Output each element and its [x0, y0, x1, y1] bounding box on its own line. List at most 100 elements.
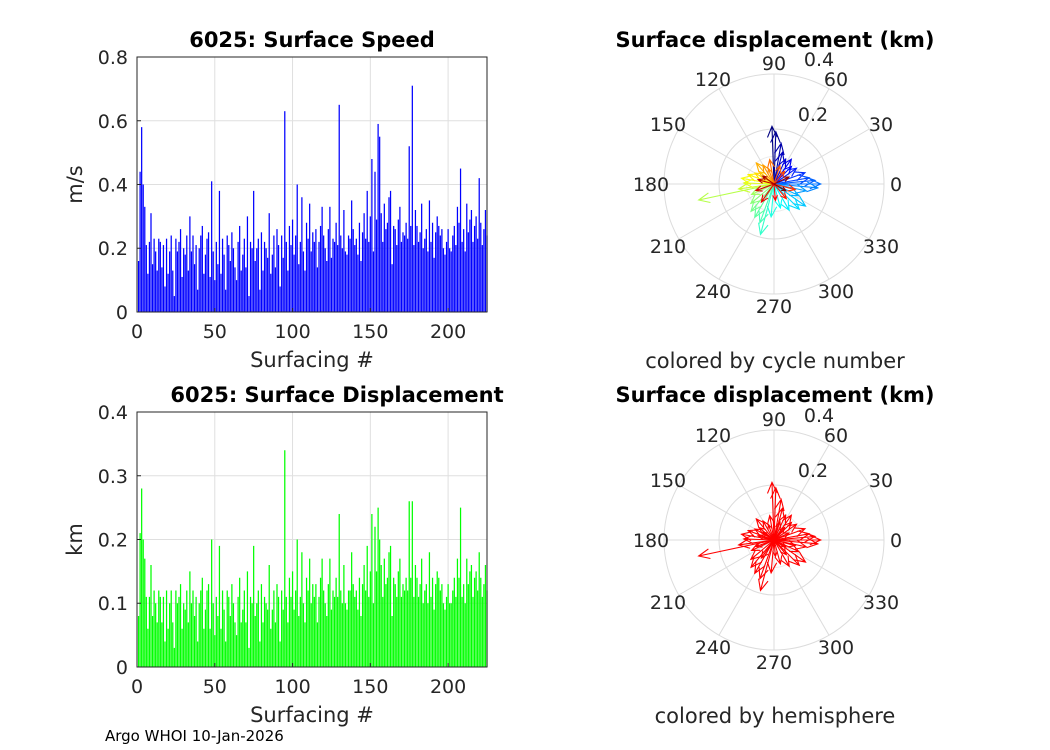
- speed-bar: [399, 206, 401, 312]
- polar-hemisphere-angle-label: 150: [650, 470, 686, 492]
- speed-bar: [422, 248, 424, 312]
- displacement-bar: [453, 577, 455, 667]
- displacement-bar: [315, 584, 317, 668]
- displacement-bar: [427, 603, 429, 667]
- speed-bar: [170, 235, 172, 312]
- displacement-bar: [442, 603, 445, 667]
- speed-bar: [340, 235, 342, 312]
- speed-bar: [169, 251, 171, 312]
- polar-cycle-vector-arrow: [766, 183, 778, 219]
- displacement-bar: [466, 558, 468, 668]
- displacement-bar: [282, 609, 284, 668]
- speed-bar: [433, 257, 435, 312]
- displacement-bar: [361, 584, 364, 668]
- displacement-bar: [176, 603, 179, 667]
- displacement-xtick-label: 0: [131, 676, 143, 698]
- displacement-bar: [187, 622, 189, 668]
- speed-bar: [186, 235, 188, 312]
- displacement-bar: [137, 616, 140, 667]
- displacement-bar: [256, 603, 258, 667]
- speed-bar: [344, 251, 347, 312]
- polar-cycle-vector-arrow: [737, 182, 775, 193]
- polar-hemisphere-vector-arrow: [754, 539, 775, 548]
- displacement-bar: [456, 558, 459, 668]
- speed-bar: [282, 257, 284, 312]
- speed-bar: [274, 267, 277, 313]
- speed-bar: [298, 264, 300, 312]
- speed-bar: [330, 257, 333, 312]
- speed-bar: [239, 225, 241, 312]
- speed-xtick-label: 200: [430, 321, 466, 343]
- polar-hemisphere-vector-arrow: [761, 531, 775, 541]
- speed-ytick-label: 0.6: [98, 111, 128, 133]
- speed-bar: [260, 232, 263, 312]
- polar-cycle-vector-arrow: [758, 183, 775, 225]
- speed-bar: [329, 206, 331, 312]
- speed-bar: [464, 251, 466, 312]
- speed-bar: [417, 241, 420, 313]
- displacement-bar: [333, 596, 336, 668]
- polar-cycle-vector-arrow: [773, 183, 797, 192]
- displacement-bar: [414, 565, 417, 667]
- speed-bar: [288, 225, 291, 312]
- speed-bar: [206, 238, 208, 312]
- displacement-bar: [326, 616, 328, 667]
- speed-bar: [155, 251, 157, 312]
- speed-bar: [312, 232, 314, 312]
- displacement-bar: [424, 590, 426, 667]
- speed-bar: [226, 235, 228, 312]
- speed-bar: [341, 248, 343, 312]
- speed-bar: [262, 270, 264, 312]
- speed-bar: [374, 171, 376, 312]
- polar-cycle-angle-label: 0: [890, 174, 902, 196]
- speed-bar: [377, 123, 379, 312]
- displacement-bar: [288, 577, 291, 667]
- displacement-bar: [408, 501, 410, 667]
- speed-bar: [405, 222, 407, 312]
- displacement-bar: [343, 565, 345, 667]
- displacement-bar: [229, 616, 231, 667]
- displacement-bar: [223, 609, 225, 668]
- speed-bar: [259, 289, 261, 312]
- speed-bar: [480, 222, 482, 312]
- displacement-bar: [156, 622, 158, 668]
- displacement-chart: 0 50 100 150 200 0 0.1 0.2 0.3 0.4 6025:…: [63, 383, 504, 727]
- speed-bar: [351, 200, 353, 312]
- speed-bar: [421, 203, 423, 313]
- displacement-bar: [190, 603, 193, 667]
- displacement-bar: [218, 545, 221, 668]
- displacement-bar: [470, 565, 473, 667]
- polar-cycle-vectors: [697, 124, 823, 236]
- displacement-bar: [313, 596, 315, 668]
- displacement-bar: [368, 596, 370, 668]
- polar-hemisphere-vector-arrow: [762, 519, 775, 541]
- speed-bar: [175, 238, 177, 312]
- polar-cycle-angle-label: 90: [762, 53, 786, 75]
- speed-bar: [372, 251, 375, 312]
- speed-bar: [285, 241, 287, 313]
- polar-hemisphere-angle-label: 300: [818, 637, 854, 659]
- speed-bar: [442, 248, 445, 312]
- polar-hemisphere-vector-arrow: [758, 539, 775, 581]
- displacement-bar: [290, 596, 292, 668]
- speed-bar: [256, 248, 258, 312]
- displacement-bar: [237, 596, 239, 668]
- displacement-bar: [321, 558, 323, 668]
- polar-cycle-spoke: [773, 128, 870, 185]
- displacement-bar: [302, 603, 305, 667]
- speed-xtick-label: 50: [203, 321, 227, 343]
- displacement-bar: [388, 552, 390, 667]
- displacement-bar: [318, 596, 320, 668]
- speed-bar: [380, 213, 382, 312]
- displacement-bar: [419, 584, 421, 668]
- displacement-bar: [385, 584, 387, 668]
- displacement-bar: [464, 603, 466, 667]
- speed-bar: [176, 251, 179, 312]
- speed-bar: [251, 248, 253, 312]
- displacement-bar: [410, 577, 412, 667]
- displacement-bar: [198, 603, 200, 667]
- speed-bar: [184, 254, 186, 313]
- polar-hemisphere-vector-arrow: [770, 486, 781, 541]
- displacement-bar: [473, 577, 476, 667]
- displacement-bar: [450, 603, 452, 667]
